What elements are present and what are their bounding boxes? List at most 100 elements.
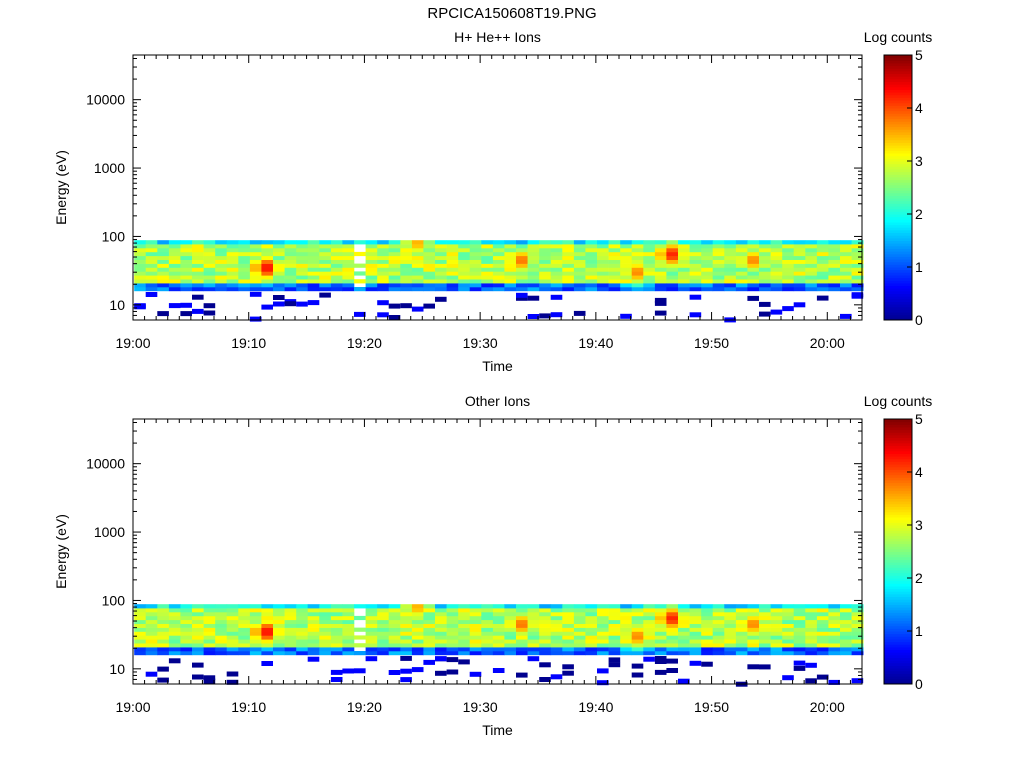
heatmap-cell xyxy=(608,248,621,253)
heatmap-cell xyxy=(724,259,737,264)
heatmap-cell xyxy=(192,623,204,628)
heatmap-cell xyxy=(620,647,633,652)
heatmap-cell xyxy=(388,651,401,656)
heatmap-cell xyxy=(469,240,482,245)
colorbar-segment xyxy=(884,570,912,574)
heatmap-cell xyxy=(828,627,841,632)
colorbar-segment xyxy=(884,638,912,643)
heatmap-cell xyxy=(678,651,690,656)
heatmap-cell xyxy=(539,248,552,253)
heatmap-cell xyxy=(411,263,424,268)
heatmap-cell xyxy=(469,671,482,677)
colorbar-segment xyxy=(884,593,912,598)
heatmap-cell xyxy=(747,635,760,640)
heatmap-cell xyxy=(539,643,552,648)
heatmap-cell xyxy=(238,251,251,257)
heatmap-cell xyxy=(562,287,575,292)
heatmap-cell xyxy=(770,635,783,640)
heatmap-cell xyxy=(735,255,748,260)
heatmap-cell xyxy=(296,255,309,260)
heatmap-cell xyxy=(492,240,505,245)
heatmap-cell xyxy=(411,287,424,292)
heatmap-cell xyxy=(446,647,459,652)
heatmap-cell xyxy=(249,612,262,617)
heatmap-cell xyxy=(701,631,714,636)
heatmap-cell xyxy=(828,275,841,280)
heatmap-cell xyxy=(805,608,818,613)
heatmap-cell xyxy=(608,647,621,652)
colorbar-segment xyxy=(884,540,912,545)
heatmap-cell xyxy=(793,615,806,621)
colorbar-segment xyxy=(884,298,912,302)
heatmap-cell xyxy=(828,615,841,621)
heatmap-cell xyxy=(238,248,251,253)
heatmap-cell xyxy=(654,248,667,253)
x-tick-label: 19:00 xyxy=(115,335,150,351)
heatmap-cell xyxy=(157,259,170,264)
heatmap-cell xyxy=(631,639,644,644)
heatmap-cell xyxy=(134,244,147,249)
heatmap-cell xyxy=(608,643,621,648)
heatmap-cell xyxy=(759,627,771,632)
heatmap-cell xyxy=(747,279,760,284)
heatmap-cell xyxy=(458,659,470,665)
heatmap-cell xyxy=(793,612,806,617)
heatmap-cell xyxy=(631,259,644,264)
x-tick-label: 19:00 xyxy=(115,699,150,715)
heatmap-cell xyxy=(458,635,471,640)
colorbar-segment xyxy=(884,296,912,300)
heatmap-cell xyxy=(712,615,725,621)
heatmap-cell xyxy=(180,259,193,264)
colorbar-tick-label: 1 xyxy=(915,623,923,639)
heatmap-cell xyxy=(238,631,251,636)
colorbar-segment xyxy=(884,195,912,199)
colorbar-segment xyxy=(884,232,912,236)
heatmap-cell xyxy=(735,244,748,249)
colorbar-segment xyxy=(884,477,912,481)
heatmap-cell xyxy=(145,244,158,249)
heatmap-cell xyxy=(249,619,262,624)
heatmap-cell xyxy=(238,240,251,245)
heatmap-cell xyxy=(296,301,308,307)
heatmap-cell xyxy=(446,287,459,292)
heatmap-cell xyxy=(620,287,633,292)
heatmap-cell xyxy=(249,647,262,652)
heatmap-cell xyxy=(851,639,864,644)
heatmap-cell xyxy=(504,263,517,268)
heatmap-cell xyxy=(620,631,633,636)
heatmap-cell xyxy=(597,251,609,257)
heatmap-cell xyxy=(330,275,343,280)
colorbar-segment xyxy=(884,166,912,170)
heatmap-cell xyxy=(735,615,748,621)
heatmap-cell xyxy=(573,310,586,316)
heatmap-cell xyxy=(805,251,818,257)
colorbar-segment xyxy=(884,267,912,271)
colorbar-segment xyxy=(884,221,912,226)
heatmap-cell xyxy=(469,631,482,636)
heatmap-cell xyxy=(273,295,285,300)
heatmap-cell xyxy=(423,287,436,292)
heatmap-cell xyxy=(678,283,690,288)
heatmap-cell xyxy=(793,251,806,257)
colorbar-segment xyxy=(884,506,912,510)
heatmap-cell xyxy=(400,267,413,272)
heatmap-cell xyxy=(307,255,320,260)
colorbar-segment xyxy=(884,559,912,563)
colorbar-tick-label: 0 xyxy=(915,676,923,692)
colorbar-segment xyxy=(884,578,912,582)
heatmap-cell xyxy=(597,267,609,272)
heatmap-cell xyxy=(805,279,818,284)
heatmap-cell xyxy=(620,275,633,280)
heatmap-cell xyxy=(585,271,598,276)
heatmap-cell xyxy=(261,661,273,666)
heatmap-cell xyxy=(504,248,517,253)
heatmap-cell xyxy=(666,251,679,257)
heatmap-cell xyxy=(157,631,170,636)
heatmap-cell xyxy=(226,635,239,640)
heatmap-cell xyxy=(400,303,412,309)
heatmap-cell xyxy=(747,251,760,257)
heatmap-cell xyxy=(192,631,204,636)
heatmap-cell xyxy=(481,639,494,644)
heatmap-cell xyxy=(597,631,609,636)
heatmap-cell xyxy=(608,627,621,632)
